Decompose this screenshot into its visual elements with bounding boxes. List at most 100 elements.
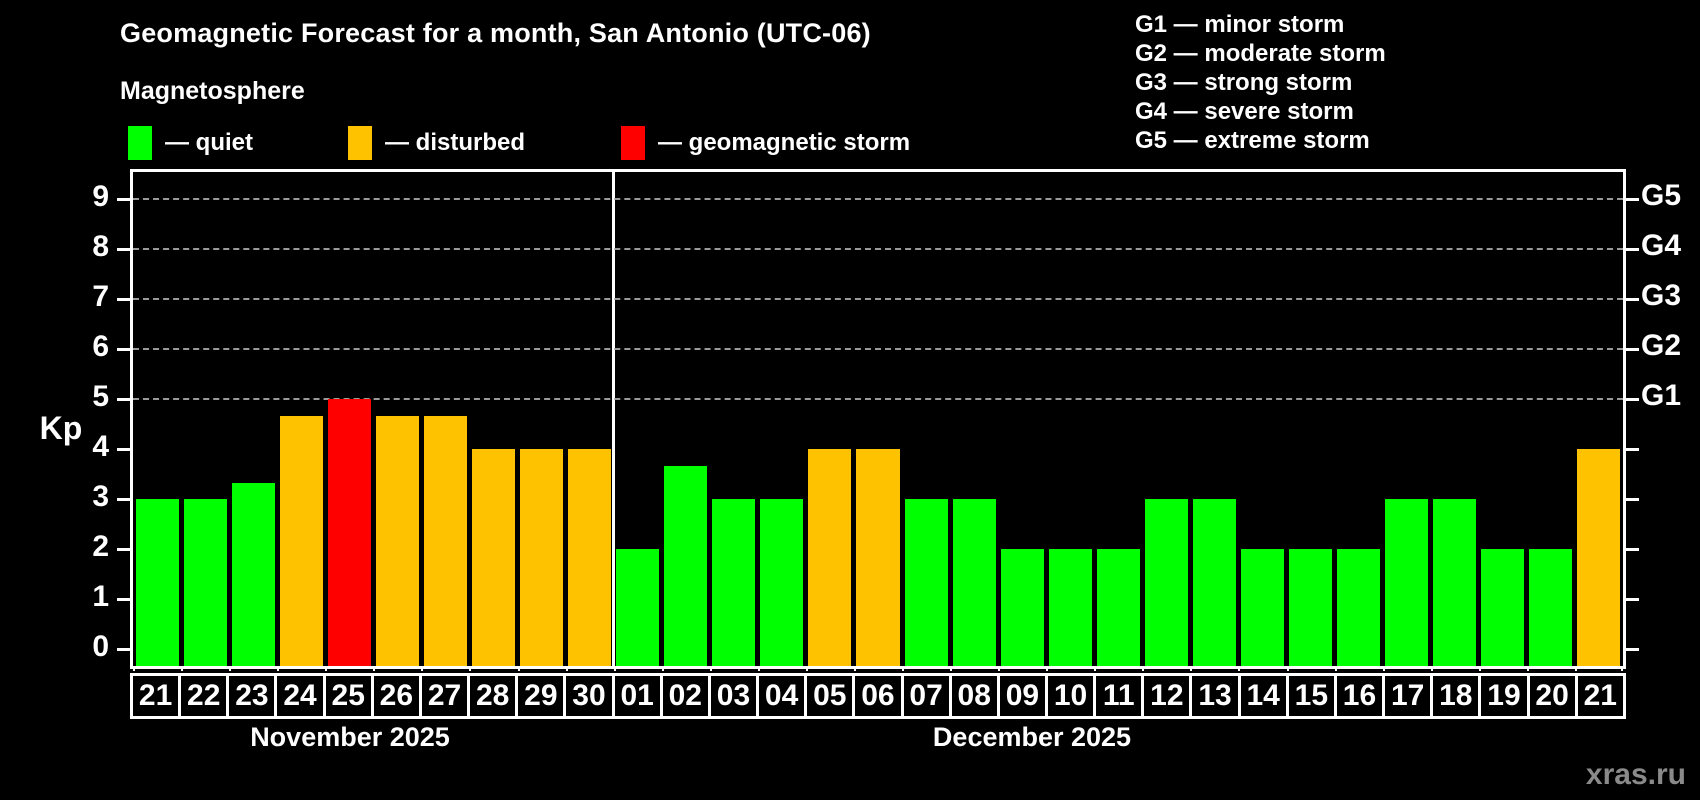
kp-bar-nov-29 [520,449,564,666]
y-tick-left-4 [117,448,130,451]
y-tick-right-7 [1626,298,1639,301]
y-tick-left-3 [117,498,130,501]
x-tick-6 [421,666,424,671]
day-label-cell: 28 [467,673,519,719]
kp-bar-dec-17 [1385,499,1429,666]
y-tick-right-6 [1626,348,1639,351]
x-tick-4 [325,666,328,671]
y-tick-left-7 [117,298,130,301]
kp-bar-dec-11 [1096,549,1140,666]
kp-bar-dec-12 [1144,499,1188,666]
legend-item-disturbed: — disturbed [348,124,525,162]
kp-bar-dec-09 [1000,549,1044,666]
kp-bar-dec-14 [1240,549,1285,666]
day-label-cell: 01 [611,673,663,719]
day-label-cell: 17 [1382,673,1434,719]
y-tick-label-3: 3 [92,480,109,513]
g-legend-line-g5: G5 — extreme storm [1135,127,1370,154]
y-tick-label-9: 9 [92,180,109,213]
gridline-kp7 [133,298,1623,300]
kp-bar-dec-16 [1337,549,1381,666]
chart-subtitle: Magnetosphere [120,77,305,105]
x-tick-30 [1574,666,1577,671]
month-divider-line [612,172,616,666]
x-tick-25 [1334,666,1337,671]
kp-bar-nov-25 [327,399,371,666]
kp-bar-nov-22 [183,499,227,666]
x-tick-20 [1094,666,1097,671]
kp-bar-nov-28 [471,449,515,666]
x-tick-14 [805,666,808,671]
day-label-cell: 21 [1574,673,1626,719]
y-tick-right-2 [1626,548,1639,551]
g-level-label-g4: G4 [1641,229,1682,262]
kp-bar-dec-04 [760,499,804,666]
y-tick-label-0: 0 [92,630,109,663]
day-axis-row: 21 22 23 24 25 26 27 28 29 30 01 02 03 04 05 06 07 08 09 10… [130,673,1626,719]
y-tick-right-4 [1626,448,1639,451]
x-tick-12 [709,666,712,671]
g-legend-line-g3: G3 — strong storm [1135,69,1353,96]
kp-bar-dec-06 [856,449,900,666]
kp-bar-dec-05 [808,449,852,666]
y-tick-left-1 [117,598,130,601]
day-label-cell: 25 [322,673,374,719]
y-tick-left-9 [117,198,130,201]
kp-axis-label: Kp [39,410,83,446]
y-tick-label-1: 1 [92,580,109,613]
gridline-kp6 [133,348,1623,350]
kp-bar-nov-30 [568,449,612,666]
kp-bar-dec-07 [904,499,948,666]
y-tick-right-9 [1626,198,1639,201]
month-label-december: December 2025 [932,722,1132,752]
gridline-kp5 [133,398,1623,400]
kp-bar-nov-27 [423,415,467,666]
y-tick-right-0 [1626,648,1639,651]
g-level-label-g2: G2 [1641,329,1682,362]
storm-color-swatch-icon [621,126,645,160]
g-legend-line-g2: G2 — moderate storm [1135,40,1386,67]
kp-bar-dec-02 [664,465,708,666]
day-label-cell: 02 [659,673,711,719]
x-tick-28 [1478,666,1481,671]
x-tick-13 [757,666,760,671]
day-label-cell: 26 [370,673,422,719]
quiet-color-swatch-icon [128,126,152,160]
day-label-cell: 11 [1093,673,1145,719]
g-legend-line-g4: G4 — severe storm [1135,98,1354,125]
day-label-cell: 30 [563,673,615,719]
kp-bar-dec-08 [952,499,996,666]
g-scale-legend: G1 — minor storm G2 — moderate storm G3 … [1135,10,1386,155]
y-tick-right-1 [1626,598,1639,601]
day-label-cell: 16 [1333,673,1386,719]
day-label-cell: 13 [1189,673,1241,719]
legend-item-quiet: — quiet [128,124,253,162]
y-tick-left-5 [117,398,130,401]
x-tick-15 [853,666,856,671]
x-tick-21 [1142,666,1145,671]
g-level-label-g5: G5 [1641,179,1682,212]
day-label-cell: 04 [756,673,808,719]
g-legend-line-g1: G1 — minor storm [1135,11,1345,38]
legend-label-quiet: — quiet [165,129,253,156]
y-tick-left-0 [117,648,130,651]
x-tick-9 [565,666,568,671]
x-tick-22 [1190,666,1193,671]
legend-label-disturbed: — disturbed [385,129,526,156]
x-tick-8 [517,666,520,671]
kp-bar-nov-24 [279,415,323,666]
day-label-cell: 24 [274,673,326,719]
kp-bar-dec-21 [1577,449,1621,666]
kp-bar-nov-26 [375,415,419,666]
day-label-cell: 27 [418,673,471,719]
y-tick-left-2 [117,548,130,551]
day-label-cell: 03 [707,673,760,719]
day-label-cell: 15 [1285,673,1337,719]
watermark: xras.ru [1585,758,1686,791]
kp-bar-dec-10 [1048,549,1092,666]
y-tick-label-4: 4 [92,430,109,463]
kp-bar-dec-01 [616,549,660,666]
gridline-kp9 [133,198,1623,200]
g-level-label-g1: G1 [1641,379,1682,412]
day-label-cell: 08 [948,673,1000,719]
